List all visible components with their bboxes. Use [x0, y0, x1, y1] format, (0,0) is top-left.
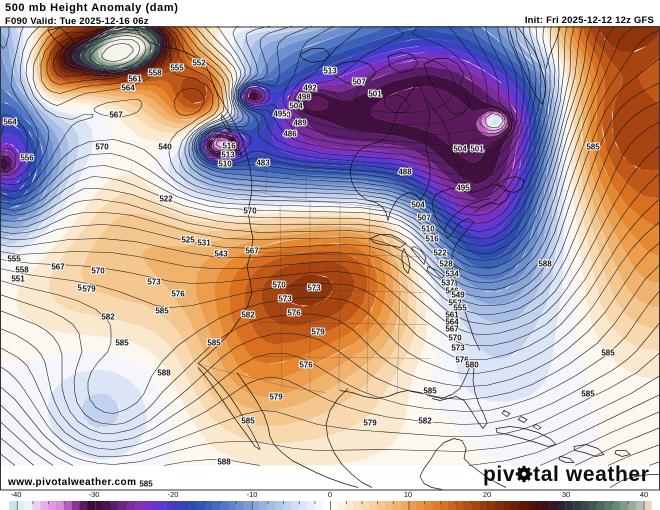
svg-text:495: 495	[456, 184, 470, 193]
svg-text:546: 546	[445, 287, 459, 296]
svg-text:510: 510	[421, 225, 435, 234]
svg-text:488: 488	[398, 168, 412, 177]
svg-text:570: 570	[243, 207, 257, 216]
svg-text:522: 522	[433, 249, 447, 258]
svg-text:573: 573	[307, 284, 321, 293]
svg-text:507: 507	[417, 214, 431, 223]
svg-text:573: 573	[147, 278, 161, 287]
svg-text:564: 564	[121, 84, 135, 93]
svg-text:498: 498	[297, 93, 311, 102]
svg-text:486: 486	[283, 130, 297, 139]
svg-text:556: 556	[20, 154, 34, 163]
svg-text:570: 570	[272, 281, 286, 290]
svg-text:561: 561	[445, 311, 459, 320]
svg-text:580: 580	[465, 361, 479, 370]
svg-text:558: 558	[15, 266, 29, 275]
svg-text:540: 540	[158, 143, 172, 152]
svg-text:567: 567	[51, 263, 65, 272]
svg-text:516: 516	[425, 235, 439, 244]
svg-text:579: 579	[311, 328, 325, 337]
svg-text:543: 543	[214, 250, 228, 259]
svg-text:531: 531	[197, 239, 211, 248]
svg-text:585: 585	[207, 339, 221, 348]
svg-text:564: 564	[445, 318, 459, 327]
svg-text:570: 570	[91, 267, 105, 276]
svg-text:588: 588	[217, 458, 231, 467]
svg-text:555: 555	[7, 255, 21, 264]
svg-text:585: 585	[241, 417, 255, 426]
svg-text:579: 579	[82, 285, 96, 294]
svg-text:585: 585	[139, 480, 153, 489]
svg-text:504: 504	[411, 201, 425, 210]
svg-text:576: 576	[299, 361, 313, 370]
svg-text:576: 576	[171, 290, 185, 299]
svg-text:510: 510	[218, 160, 232, 169]
svg-text:534: 534	[445, 270, 459, 279]
svg-text:576: 576	[455, 356, 469, 365]
svg-text:549: 549	[451, 291, 465, 300]
svg-text:513: 513	[323, 67, 337, 76]
svg-text:525: 525	[181, 236, 195, 245]
svg-text:522: 522	[159, 195, 173, 204]
svg-text:504: 504	[289, 102, 303, 111]
svg-text:555: 555	[453, 304, 467, 313]
svg-text:582: 582	[418, 417, 432, 426]
svg-text:567: 567	[109, 111, 123, 120]
svg-text:585: 585	[586, 143, 600, 152]
svg-text:570: 570	[95, 143, 109, 152]
svg-text:576: 576	[287, 309, 301, 318]
svg-text:579: 579	[363, 419, 377, 428]
svg-text:585: 585	[115, 339, 129, 348]
svg-text:492: 492	[303, 84, 317, 93]
svg-text:516: 516	[222, 142, 236, 151]
svg-text:579: 579	[269, 393, 283, 402]
svg-text:579: 579	[77, 284, 91, 293]
svg-text:567: 567	[445, 325, 459, 334]
svg-text:582: 582	[241, 311, 255, 320]
svg-text:528: 528	[439, 260, 453, 269]
svg-text:585: 585	[581, 390, 595, 399]
svg-text:551: 551	[11, 275, 25, 284]
svg-text:582: 582	[101, 313, 115, 322]
svg-text:558: 558	[148, 69, 162, 78]
svg-text:501: 501	[470, 145, 484, 154]
svg-text:552: 552	[192, 59, 206, 68]
svg-text:588: 588	[538, 260, 552, 269]
svg-text:570: 570	[448, 334, 462, 343]
svg-text:573: 573	[451, 344, 465, 353]
svg-text:555: 555	[170, 64, 184, 73]
svg-text:573: 573	[278, 295, 292, 304]
svg-text:567: 567	[245, 247, 259, 256]
svg-text:495: 495	[273, 110, 287, 119]
svg-text:507: 507	[352, 78, 366, 87]
svg-text:552: 552	[448, 299, 462, 308]
svg-text:483: 483	[256, 159, 270, 168]
svg-text:501: 501	[368, 90, 382, 99]
svg-text:489: 489	[293, 119, 307, 128]
svg-text:561: 561	[128, 75, 142, 84]
svg-text:504: 504	[453, 145, 467, 154]
svg-text:513: 513	[221, 151, 235, 160]
svg-text:588: 588	[157, 369, 171, 378]
svg-text:585: 585	[155, 307, 169, 316]
svg-text:564: 564	[3, 118, 17, 127]
svg-text:585: 585	[423, 387, 437, 396]
svg-text:537: 537	[441, 279, 455, 288]
svg-text:585: 585	[601, 349, 615, 358]
svg-text:510: 510	[277, 111, 291, 120]
